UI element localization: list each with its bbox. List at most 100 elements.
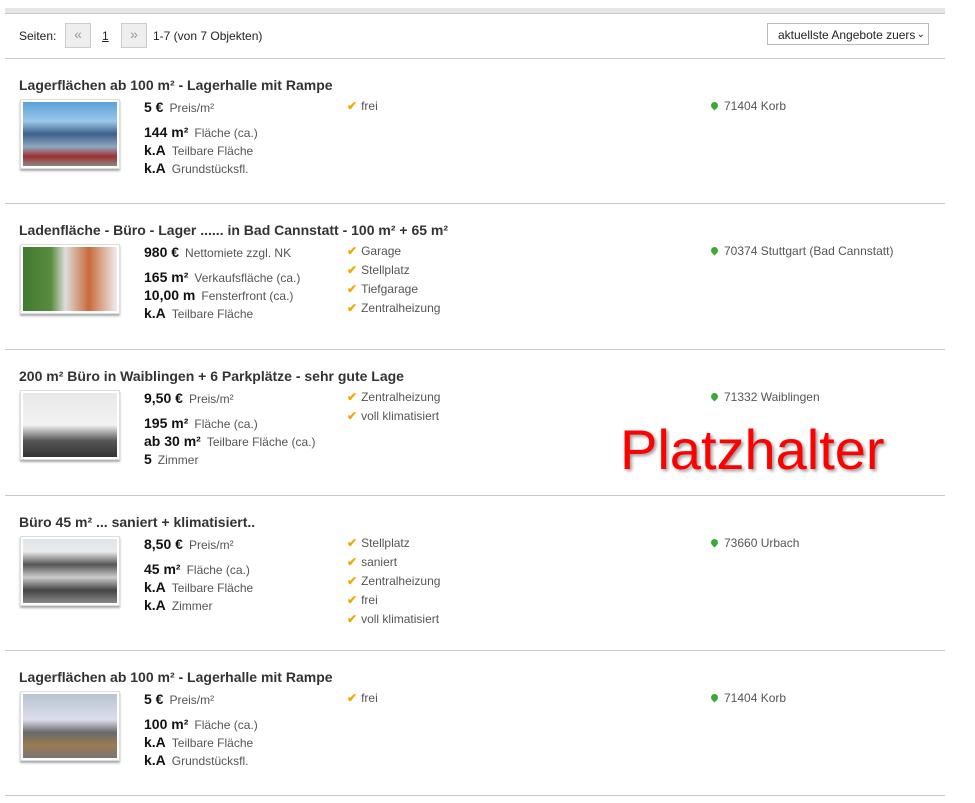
value-label: Preis/m²: [169, 693, 215, 707]
value: 165 m²: [144, 269, 189, 285]
value-label: Fläche (ca.): [194, 417, 258, 431]
listing-title[interactable]: Lagerflächen ab 100 m² - Lagerhalle mit …: [19, 77, 333, 93]
value: k.A: [144, 597, 166, 613]
listing-item: Ladenfläche - Büro - Lager ...... in Bad…: [5, 204, 945, 350]
top-bar: [5, 8, 945, 14]
listing-value: 8,50 € Preis/m²: [144, 536, 253, 554]
value: 5 €: [144, 99, 164, 115]
listing-values: 9,50 € Preis/m² 195 m² Fläche (ca.) ab 30 m²…: [144, 390, 316, 469]
feature-item: ✔ Stellplatz: [347, 536, 440, 555]
location-pin-icon: [709, 692, 720, 703]
value: 144 m²: [144, 124, 189, 140]
location-label: 71332 Waiblingen: [724, 390, 820, 404]
listing-values: 980 € Nettomiete zzgl. NK 165 m² Verkaufsfl…: [144, 244, 300, 323]
listing-image[interactable]: [20, 536, 120, 606]
listing-image[interactable]: [20, 691, 120, 761]
value: k.A: [144, 160, 166, 176]
listing-features: ✔ frei: [347, 99, 378, 118]
listing-value: k.A Zimmer: [144, 597, 253, 615]
listing-image[interactable]: [20, 244, 120, 314]
location-label: 73660 Urbach: [724, 536, 800, 550]
listing-value: 9,50 € Preis/m²: [144, 390, 316, 408]
listing-title[interactable]: Büro 45 m² ... saniert + klimatisiert..: [19, 514, 256, 530]
feature-item: ✔ Zentralheizung: [347, 301, 440, 320]
value: 8,50 €: [144, 536, 183, 552]
location-pin-icon: [709, 391, 720, 402]
listing-values: 5 € Preis/m² 144 m² Fläche (ca.) k.A Teilbare…: [144, 99, 258, 178]
feature-label: Zentralheizung: [361, 574, 441, 588]
feature-label: Stellplatz: [361, 263, 410, 277]
listing-value: 980 € Nettomiete zzgl. NK: [144, 244, 300, 262]
feature-item: ✔ Garage: [347, 244, 440, 263]
location-label: 71404 Korb: [724, 99, 787, 113]
listing-value: k.A Teilbare Fläche: [144, 734, 258, 752]
feature-label: Zentralheizung: [361, 390, 441, 404]
value: 9,50 €: [144, 390, 183, 406]
next-page-button[interactable]: »: [121, 23, 147, 48]
listing-features: ✔ Garage ✔ Stellplatz ✔ Tiefgarage ✔ Zentralhei…: [347, 244, 440, 320]
feature-label: Garage: [361, 244, 402, 258]
check-icon: ✔: [347, 301, 358, 315]
check-icon: ✔: [347, 555, 358, 569]
pagination-bar: Seiten: « 1 » 1-7 (von 7 Objekten) aktue…: [5, 14, 945, 59]
listing-item: Büro 45 m² ... saniert + klimatisiert.. …: [5, 496, 945, 651]
check-icon: ✔: [347, 263, 358, 277]
value-label: Fläche (ca.): [194, 718, 258, 732]
value-label: Grundstücksfl.: [171, 754, 249, 768]
listing-image[interactable]: [20, 390, 120, 460]
check-icon: ✔: [347, 409, 358, 423]
check-icon: ✔: [347, 691, 358, 705]
feature-item: ✔ Tiefgarage: [347, 282, 440, 301]
page-1-link[interactable]: 1: [102, 29, 109, 43]
listing-values: 5 € Preis/m² 100 m² Fläche (ca.) k.A Teilbare…: [144, 691, 258, 770]
listing-value: k.A Teilbare Fläche: [144, 305, 300, 323]
feature-label: frei: [361, 593, 378, 607]
listing-value: 5 € Preis/m²: [144, 99, 258, 117]
value-label: Teilbare Fläche: [171, 736, 254, 750]
value-label: Zimmer: [171, 599, 213, 613]
value-label: Verkaufsfläche (ca.): [194, 271, 301, 285]
feature-label: saniert: [361, 555, 398, 569]
listing-title[interactable]: Lagerflächen ab 100 m² - Lagerhalle mit …: [19, 669, 333, 685]
value-label: Preis/m²: [169, 101, 215, 115]
value-label: Nettomiete zzgl. NK: [185, 246, 292, 260]
value: 10,00 m: [144, 287, 196, 303]
listing-features: ✔ frei: [347, 691, 378, 710]
feature-item: ✔ Zentralheizung: [347, 390, 440, 409]
results-info: 1-7 (von 7 Objekten): [153, 29, 263, 43]
listing-value: 5 Zimmer: [144, 451, 316, 469]
location-pin-icon: [709, 537, 720, 548]
feature-label: Zentralheizung: [361, 301, 441, 315]
pages-label: Seiten:: [19, 29, 57, 43]
value: k.A: [144, 142, 166, 158]
check-icon: ✔: [347, 593, 358, 607]
value: ab 30 m²: [144, 433, 201, 449]
feature-label: Stellplatz: [361, 536, 410, 550]
check-icon: ✔: [347, 282, 358, 296]
listing-image[interactable]: [20, 99, 120, 169]
feature-item: ✔ Zentralheizung: [347, 574, 440, 593]
feature-label: Tiefgarage: [361, 282, 418, 296]
value-label: Grundstücksfl.: [171, 162, 249, 176]
location-pin-icon: [709, 245, 720, 256]
sort-select[interactable]: aktuellste Angebote zuerst ⌄: [767, 23, 929, 45]
location-label: 71404 Korb: [724, 691, 787, 705]
listing-value: 144 m² Fläche (ca.): [144, 124, 258, 142]
listing-value: 45 m² Fläche (ca.): [144, 561, 253, 579]
listing-title[interactable]: Ladenfläche - Büro - Lager ...... in Bad…: [19, 222, 449, 238]
listing-values: 8,50 € Preis/m² 45 m² Fläche (ca.) k.A Teilba…: [144, 536, 253, 615]
value-label: Fläche (ca.): [186, 563, 250, 577]
feature-label: frei: [361, 99, 378, 113]
feature-label: voll klimatisiert: [361, 612, 440, 626]
check-icon: ✔: [347, 244, 358, 258]
listing-value: 100 m² Fläche (ca.): [144, 716, 258, 734]
listing-location: 71404 Korb: [709, 99, 787, 113]
listing-value: 5 € Preis/m²: [144, 691, 258, 709]
listing-value: k.A Teilbare Fläche: [144, 142, 258, 160]
listing-location: 71332 Waiblingen: [709, 390, 820, 404]
listing-title[interactable]: 200 m² Büro in Waiblingen + 6 Parkplätze…: [19, 368, 404, 384]
prev-page-button[interactable]: «: [65, 23, 91, 48]
feature-label: voll klimatisiert: [361, 409, 440, 423]
check-icon: ✔: [347, 390, 358, 404]
feature-item: ✔ frei: [347, 691, 378, 710]
